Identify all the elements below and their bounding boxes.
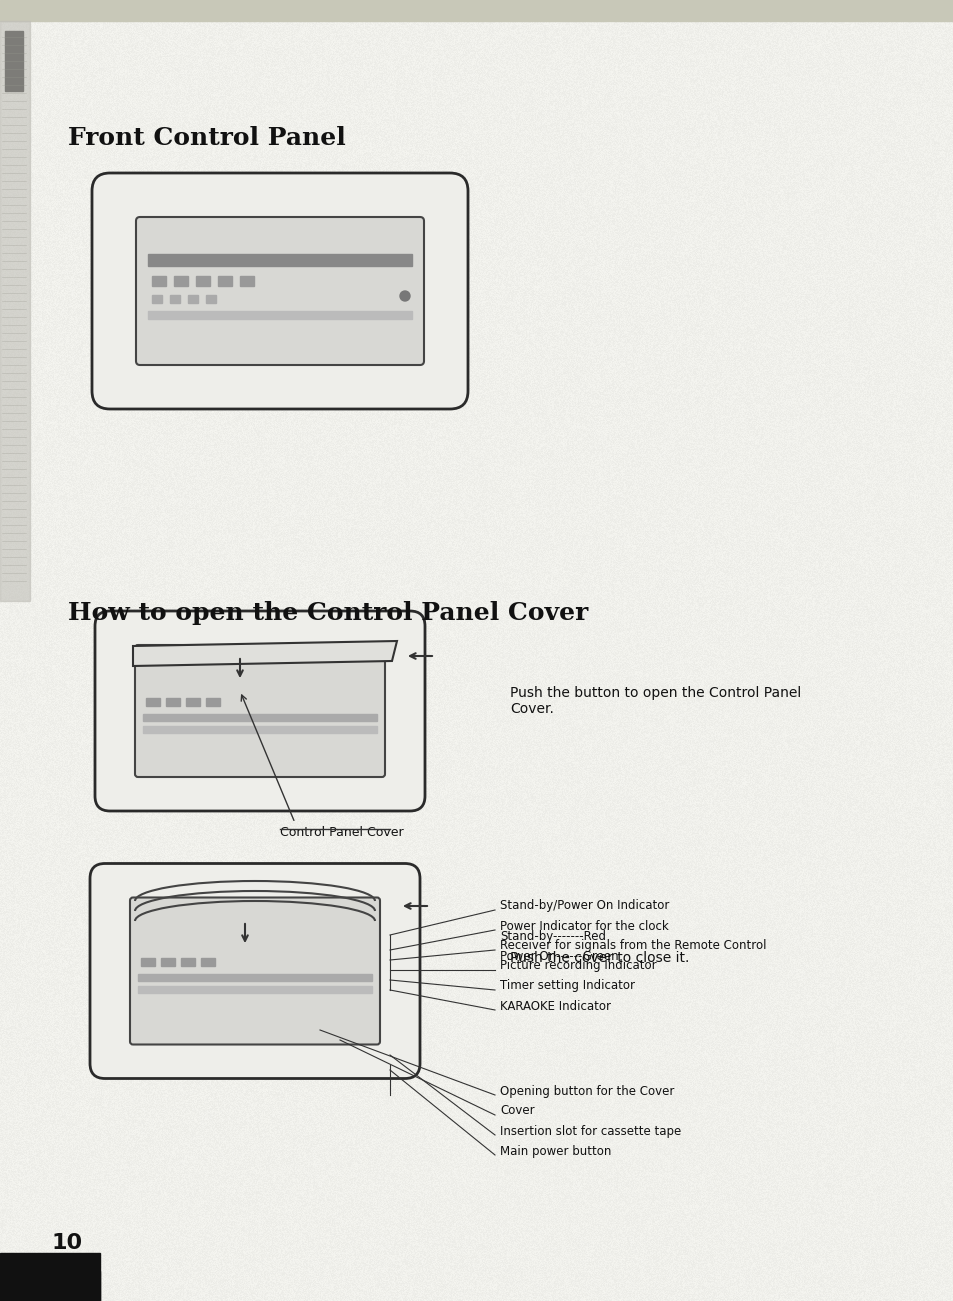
Text: Push the cover to close it.: Push the cover to close it. <box>510 951 689 965</box>
Text: Opening button for the Cover: Opening button for the Cover <box>499 1085 674 1098</box>
Text: Stand-by-------Red: Stand-by-------Red <box>499 930 605 943</box>
Bar <box>181 958 194 967</box>
FancyBboxPatch shape <box>90 864 419 1079</box>
Bar <box>195 276 210 286</box>
Bar <box>152 276 166 286</box>
Bar <box>0 1253 100 1301</box>
Text: Main power button: Main power button <box>499 1145 611 1158</box>
Bar <box>143 714 376 721</box>
Text: Receiver for signals from the Remote Control: Receiver for signals from the Remote Con… <box>499 939 765 952</box>
Text: KARAOKE Indicator: KARAOKE Indicator <box>499 999 610 1012</box>
FancyBboxPatch shape <box>95 611 424 811</box>
Bar <box>0 1271 100 1301</box>
Text: 10: 10 <box>52 1233 83 1253</box>
Text: Cover: Cover <box>499 1105 534 1118</box>
Circle shape <box>399 291 410 301</box>
Bar <box>143 726 376 732</box>
Bar <box>240 276 253 286</box>
Text: Insertion slot for cassette tape: Insertion slot for cassette tape <box>499 1124 680 1137</box>
Bar <box>173 276 188 286</box>
FancyBboxPatch shape <box>91 173 468 409</box>
Bar <box>161 958 174 967</box>
Text: Timer setting Indicator: Timer setting Indicator <box>499 980 635 993</box>
Bar <box>218 276 232 286</box>
Bar <box>5 31 23 91</box>
Text: Front Control Panel: Front Control Panel <box>68 126 345 150</box>
Bar <box>166 699 180 706</box>
Bar <box>170 295 180 303</box>
Bar <box>152 295 162 303</box>
Bar <box>0 0 953 21</box>
Bar <box>146 699 160 706</box>
FancyBboxPatch shape <box>135 645 385 777</box>
Bar <box>148 254 412 265</box>
Bar <box>186 699 200 706</box>
Bar <box>206 295 215 303</box>
Text: How to open the Control Panel Cover: How to open the Control Panel Cover <box>68 601 588 624</box>
Bar <box>138 974 372 981</box>
Bar <box>138 986 372 993</box>
FancyBboxPatch shape <box>130 898 379 1045</box>
Text: Picture recording Indicator: Picture recording Indicator <box>499 960 656 973</box>
Text: Stand-by/Power On Indicator: Stand-by/Power On Indicator <box>499 899 669 912</box>
Polygon shape <box>132 641 396 666</box>
Text: Power Indicator for the clock: Power Indicator for the clock <box>499 920 668 933</box>
Bar <box>148 311 412 319</box>
Bar <box>0 21 30 601</box>
Bar <box>206 699 220 706</box>
Text: Power On------Green: Power On------Green <box>499 950 618 963</box>
Text: Push the button to open the Control Panel
Cover.: Push the button to open the Control Pane… <box>510 686 801 716</box>
Bar <box>188 295 198 303</box>
Bar <box>141 958 154 967</box>
Text: Control Panel Cover: Control Panel Cover <box>280 826 403 839</box>
FancyBboxPatch shape <box>136 217 423 366</box>
Bar <box>201 958 214 967</box>
